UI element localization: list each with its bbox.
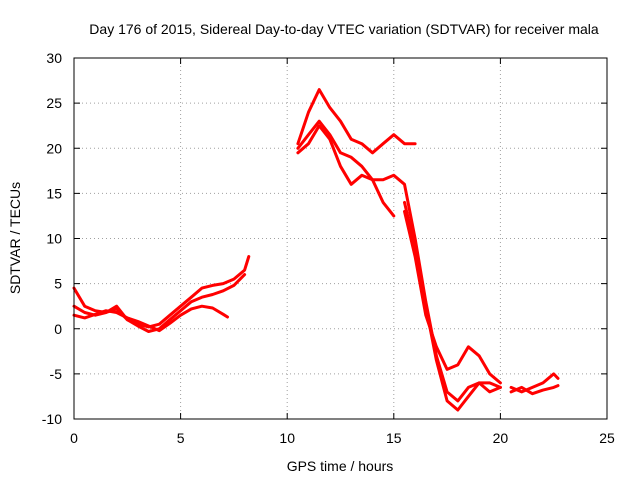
y-tick-label: 20 (46, 140, 62, 156)
series-layer (72, 88, 560, 412)
y-tick-label: 30 (46, 50, 62, 66)
y-tick-label: -5 (50, 366, 63, 382)
x-tick-label: 20 (493, 430, 509, 446)
plot-frame (73, 57, 608, 420)
y-tick-label: -10 (42, 411, 62, 427)
series-line-track-e (296, 119, 396, 218)
x-tick-label: 25 (599, 430, 615, 446)
series-line-track-j (509, 384, 560, 396)
x-tick-label: 5 (177, 430, 185, 446)
x-tick-labels: 0 5 10 15 20 25 (70, 430, 615, 446)
series-line-track-h (403, 209, 502, 385)
y-tick-label: 25 (46, 95, 62, 111)
x-axis-title: GPS time / hours (287, 458, 394, 474)
series-line-track-c (72, 304, 229, 333)
x-tick-label: 15 (386, 430, 402, 446)
series-line-track-i (509, 372, 560, 394)
y-tick-labels: -10 -5 0 5 10 15 20 25 30 (42, 50, 62, 427)
chart-title: Day 176 of 2015, Sidereal Day-to-day VTE… (89, 21, 599, 37)
y-tick-label: 5 (54, 276, 62, 292)
x-tick-label: 10 (279, 430, 295, 446)
y-axis-title: SDTVAR / TECUs (7, 182, 23, 294)
series-line-track-d (296, 88, 417, 155)
grid (74, 58, 607, 419)
series-line-track-g (403, 200, 502, 412)
y-tick-label: 10 (46, 231, 62, 247)
y-tick-label: 0 (54, 321, 62, 337)
tick-marks (73, 57, 608, 420)
series-line-track-f (296, 124, 502, 403)
y-tick-label: 15 (46, 185, 62, 201)
x-tick-label: 0 (70, 430, 78, 446)
